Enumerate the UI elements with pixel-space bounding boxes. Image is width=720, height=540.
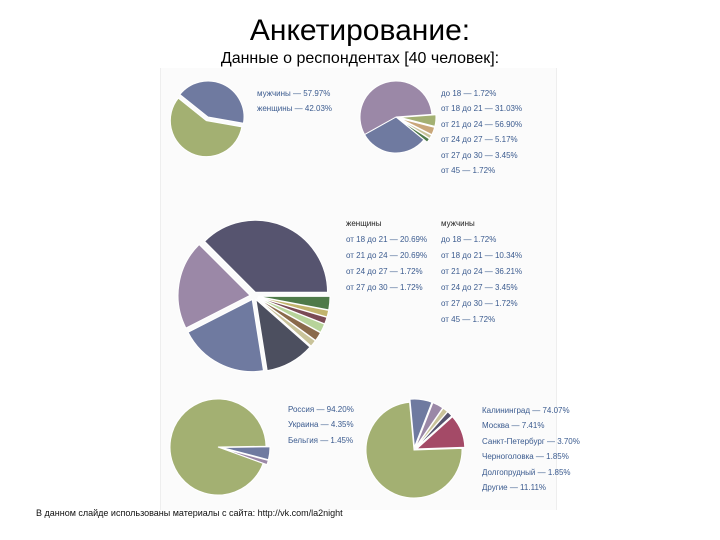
male-age-legend: мужчины до 18 — 1.72% от 18 до 21 — 10.3… — [441, 219, 522, 331]
slice-russia — [169, 398, 267, 496]
slice-other — [415, 416, 466, 450]
legend-entry: от 27 до 30 — 3.45% — [441, 150, 518, 160]
slide-title: Анкетирование: — [249, 14, 471, 47]
age-by-gender-pie-chart — [177, 219, 331, 373]
slide-subtitle: Данные о респондентах [40 человек]: — [220, 50, 500, 67]
legend-heading: женщины — [346, 219, 382, 228]
slice — [255, 298, 311, 372]
slice-24-27 — [399, 114, 437, 127]
legend-entry: мужчины — 57.97% — [257, 89, 331, 98]
slice-kaliningrad — [365, 401, 463, 499]
legend-entry: Долгопрудный — 1.85% — [482, 467, 571, 477]
slice-spb — [414, 402, 444, 448]
legend-entry: от 27 до 30 — 1.72% — [346, 283, 423, 292]
legend-entry: от 18 до 21 — 31.03% — [441, 104, 523, 114]
slice — [187, 298, 265, 373]
legend-entry: Россия — 94.20% — [288, 405, 354, 414]
legend-entry: от 21 до 24 — 20.69% — [346, 251, 428, 260]
slice-27-30 — [399, 117, 436, 136]
legend-entry: от 24 до 27 — 5.17% — [441, 135, 518, 145]
age-legend: до 18 — 1.72% от 18 до 21 — 31.03% от 21… — [441, 89, 522, 181]
legend-entry: от 27 до 30 — 1.72% — [441, 299, 518, 308]
source-footer: В данном слайде использованы материалы с… — [36, 508, 343, 518]
legend-heading: мужчины — [441, 219, 475, 228]
slice-moscow — [409, 398, 433, 448]
country-pie-chart — [169, 398, 271, 496]
slice — [257, 297, 326, 334]
legend-entry: Санкт-Петербург — 3.70% — [482, 436, 580, 446]
legend-entry: Москва — 7.41% — [482, 421, 545, 431]
city-legend: Калининград — 74.07% Москва — 7.41% Санк… — [482, 406, 580, 498]
slice-18-21 — [363, 116, 425, 154]
slice-female — [179, 80, 245, 124]
legend-entry: от 21 до 24 — 36.21% — [441, 267, 523, 276]
legend-entry: Черноголовка — 1.85% — [482, 452, 569, 462]
slice — [257, 295, 331, 311]
legend-entry: от 21 до 24 — 56.90% — [441, 119, 523, 129]
legend-entry: Украина — 4.35% — [288, 420, 354, 430]
female-age-legend: женщины от 18 до 21 — 20.69% от 21 до 24… — [346, 219, 427, 299]
legend-entry: от 45 — 1.72% — [441, 315, 496, 324]
gender-pie-chart — [169, 80, 245, 158]
age-pie-chart — [359, 80, 437, 154]
slice-45-plus — [399, 118, 433, 140]
slice-dolgoprudny — [415, 411, 453, 449]
slice-male — [169, 97, 243, 158]
gender-legend: мужчины — 57.97% женщины — 42.03% — [257, 89, 332, 120]
legend-entry: до 18 — 1.72% — [441, 89, 497, 98]
city-pie-chart — [365, 398, 466, 499]
slice — [177, 243, 251, 329]
slice-ukraine — [221, 446, 271, 461]
slice — [203, 219, 329, 293]
legend-entry: Калининград — 74.07% — [482, 406, 570, 415]
legend-entry: от 18 до 21 — 10.34% — [441, 251, 523, 260]
legend-entry: Другие — 11.11% — [482, 482, 547, 492]
slice — [256, 298, 317, 347]
legend-entry: от 45 — 1.72% — [441, 165, 496, 175]
legend-entry: женщины — 42.03% — [257, 104, 333, 114]
legend-entry: Бельгия — 1.45% — [288, 435, 354, 445]
legend-entry: от 24 до 27 — 3.45% — [441, 283, 518, 292]
legend-entry: от 18 до 21 — 20.69% — [346, 235, 428, 244]
slice-21-24 — [359, 80, 433, 136]
legend-entry: от 24 до 27 — 1.72% — [346, 267, 423, 276]
slice-belgium — [221, 447, 269, 466]
legend-entry: до 18 — 1.72% — [441, 235, 497, 244]
country-legend: Россия — 94.20% Украина — 4.35% Бельгия … — [288, 405, 354, 451]
